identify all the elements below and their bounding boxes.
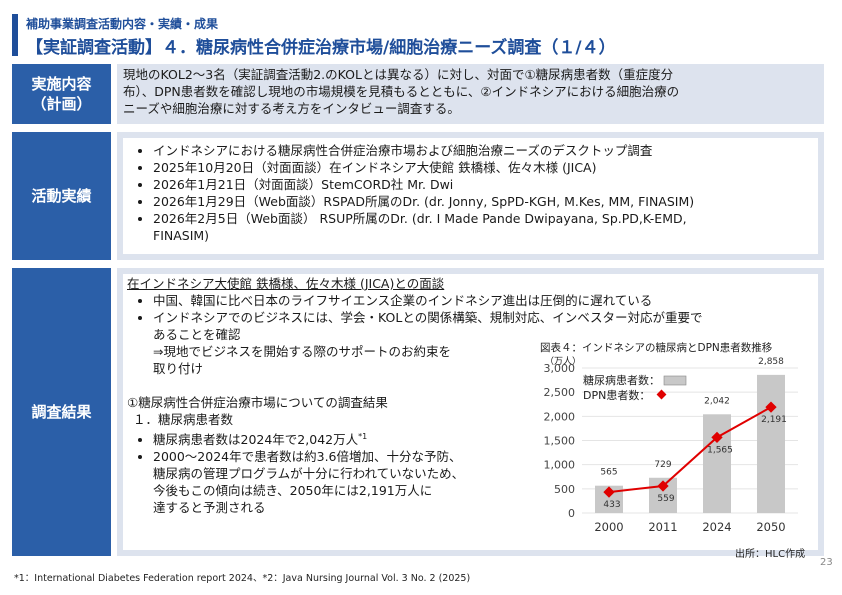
footnote-ref: *1 bbox=[358, 432, 368, 441]
y-tick-label: 3,000 bbox=[544, 362, 576, 375]
x-tick-label: 2050 bbox=[756, 520, 785, 534]
bar bbox=[703, 414, 731, 513]
activity-item: 2025年10月20日（対面面談）在インドネシア大使館 鉄橋様、佐々木様 (JI… bbox=[153, 159, 814, 176]
results-bullet: 2000～2024年で患者数は約3.6倍増加、十分な予防、 bbox=[153, 448, 814, 465]
plan-line: 現地のKOL2～3名（実証調査活動2.のKOLとは異なる）に対し、対面で①糖尿病… bbox=[123, 67, 674, 82]
dpn-value-label: 559 bbox=[657, 494, 674, 504]
plan-label-line2: （計画） bbox=[31, 95, 92, 113]
results-bullet-continuation: あることを確認 bbox=[153, 327, 241, 342]
legend-label: DPN患者数： bbox=[583, 389, 650, 402]
dpn-line bbox=[608, 406, 772, 494]
activity-item-continuation: FINASIM) bbox=[153, 228, 210, 243]
activity-item: 2026年1月29日（Web面談）RSPAD所属のDr. (dr. Jonny,… bbox=[153, 193, 814, 210]
plan-line: ニーズや細胞治療に対する考え方をインタビュー調査する。 bbox=[123, 101, 460, 116]
results-list: 中国、韓国に比べ日本のライフサイエンス企業のインドネシア進出は圧倒的に遅れている… bbox=[127, 292, 814, 326]
legend-label: 糖尿病患者数： bbox=[583, 373, 660, 387]
results-bullet: 中国、韓国に比べ日本のライフサイエンス企業のインドネシア進出は圧倒的に遅れている bbox=[153, 292, 814, 309]
page-title: 【実証調査活動】４．糖尿病性合併症治療市場/細胞治療ニーズ調査（１/４） bbox=[26, 38, 616, 58]
y-tick-label: 500 bbox=[554, 483, 575, 496]
chart-title: 図表４：インドネシアの糖尿病とDPN患者数推移 bbox=[540, 342, 773, 354]
activity-item: 2026年1月21日（対面面談）StemCORD社 Mr. Dwi bbox=[153, 176, 814, 193]
dpn-value-label: 2,191 bbox=[761, 415, 787, 425]
results-heading: 在インドネシア大使館 鉄橋様、佐々木様 (JICA)との面談 bbox=[127, 276, 445, 291]
y-tick-label: 2,500 bbox=[544, 386, 576, 399]
page-subtitle: 補助事業調査活動内容・実績・成果 bbox=[26, 17, 219, 31]
dpn-point bbox=[603, 486, 615, 498]
results-bullet: インドネシアでのビジネスには、学会・KOLとの関係構築、規制対応、インベスター対… bbox=[153, 309, 814, 326]
plan-label-line1: 実施内容 bbox=[31, 75, 92, 93]
legend-swatch bbox=[663, 375, 687, 386]
results-numbered: １．糖尿病患者数 bbox=[133, 412, 234, 427]
legend-swatch bbox=[656, 389, 667, 400]
chart-unit: （万人） bbox=[545, 357, 582, 367]
footnote: *1：International Diabetes Federation rep… bbox=[14, 573, 471, 584]
dpn-value-label: 433 bbox=[603, 500, 620, 510]
y-tick-label: 1,000 bbox=[544, 459, 576, 472]
plan-box: 現地のKOL2～3名（実証調査活動2.のKOLとは異なる）に対し、対面で①糖尿病… bbox=[117, 64, 824, 124]
y-tick-label: 1,500 bbox=[544, 435, 576, 448]
y-tick-label: 0 bbox=[568, 507, 575, 520]
activity-item: 2026年2月5日（Web面談） RSUP所属のDr. (dr. I Made … bbox=[153, 210, 814, 227]
bar bbox=[757, 374, 785, 513]
results-subheading: ①糖尿病性合併症治療市場についての調査結果 bbox=[127, 395, 388, 410]
x-tick-label: 2011 bbox=[648, 520, 677, 534]
bar-value-label: 565 bbox=[600, 468, 617, 478]
results-label: 調査結果 bbox=[12, 268, 111, 556]
activity-inner: インドネシアにおける糖尿病性合併症治療市場および細胞治療ニーズのデスクトップ調査… bbox=[123, 138, 818, 254]
results-bullet: 糖尿病患者数は2024年で2,042万人*1 bbox=[153, 428, 814, 448]
activity-item: インドネシアにおける糖尿病性合併症治療市場および細胞治療ニーズのデスクトップ調査 bbox=[153, 142, 814, 159]
activity-label: 活動実績 bbox=[12, 132, 111, 260]
results-bullet-text: 糖尿病患者数は2024年で2,042万人 bbox=[153, 432, 359, 448]
title-accent-bar bbox=[12, 14, 18, 56]
results-arrow-line: 取り付け bbox=[153, 361, 204, 376]
bar-value-label: 2,858 bbox=[758, 357, 784, 367]
results-box: 在インドネシア大使館 鉄橋様、佐々木様 (JICA)との面談 中国、韓国に比べ日… bbox=[117, 268, 824, 556]
plan-text: 現地のKOL2～3名（実証調査活動2.のKOLとは異なる）に対し、対面で①糖尿病… bbox=[117, 64, 824, 119]
plan-line: 布）、DPN患者数を確認し現地の市場規模を見積もるとともに、②インドネシアにおけ… bbox=[123, 84, 680, 99]
results-inner: 在インドネシア大使館 鉄橋様、佐々木様 (JICA)との面談 中国、韓国に比べ日… bbox=[123, 274, 818, 550]
page-number: 23 bbox=[820, 557, 833, 568]
results-arrow-line: ⇒現地でビジネスを開始する際のサポートのお約束を bbox=[153, 344, 451, 359]
results-bullet-continuation: 今後もこの傾向は続き、2050年には2,191万人に bbox=[153, 483, 433, 499]
patient-chart: 0 500 1,000 1,500 2,000 2,500 3,000 565 729 2,042… bbox=[544, 357, 798, 534]
results-list-2: 糖尿病患者数は2024年で2,042万人*1 2000～2024年で患者数は約3… bbox=[127, 428, 814, 465]
x-tick-label: 2024 bbox=[702, 520, 731, 534]
dpn-value-label: 1,565 bbox=[707, 445, 733, 455]
chart-source: 出所：HLC作成 bbox=[735, 549, 806, 560]
x-tick-label: 2000 bbox=[594, 520, 623, 534]
activity-box: インドネシアにおける糖尿病性合併症治療市場および細胞治療ニーズのデスクトップ調査… bbox=[117, 132, 824, 260]
activity-list: インドネシアにおける糖尿病性合併症治療市場および細胞治療ニーズのデスクトップ調査… bbox=[127, 142, 814, 227]
results-bullet-continuation: 糖尿病の管理プログラムが十分に行われていないため、 bbox=[153, 466, 465, 482]
y-tick-label: 2,000 bbox=[544, 410, 576, 423]
bar-value-label: 729 bbox=[654, 460, 671, 470]
results-bullet-continuation: 達すると予測される bbox=[153, 500, 266, 516]
plan-label: 実施内容 （計画） bbox=[12, 64, 111, 124]
bar-value-label: 2,042 bbox=[704, 396, 730, 406]
